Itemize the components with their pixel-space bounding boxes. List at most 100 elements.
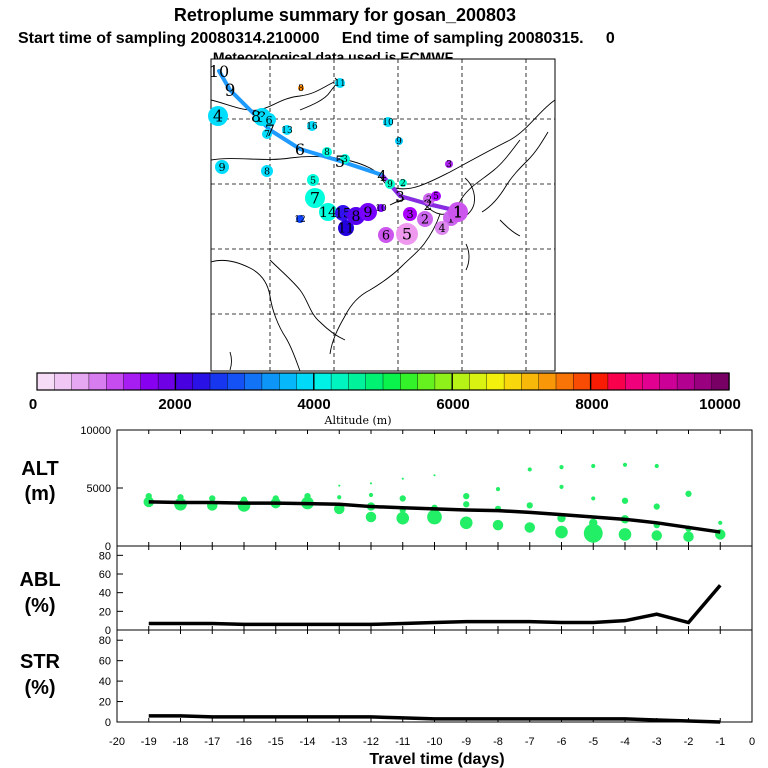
altitude-point: [337, 495, 342, 500]
plume-marker-label: 10: [375, 204, 387, 214]
y-tick-label: 80: [99, 550, 111, 562]
colorbar-segment: [192, 372, 211, 391]
colorbar-segment: [521, 372, 540, 391]
altitude-point: [653, 503, 660, 510]
plume-marker-label: 6: [382, 228, 390, 243]
colorbar-segment: [71, 372, 90, 391]
altitude-colorbar: 0 2000 4000 6000 8000 10000: [29, 372, 741, 413]
alt-panel: 0 5000 10000 ALT (m): [21, 425, 753, 553]
plume-marker-label: 5: [402, 225, 412, 244]
altitude-point: [583, 523, 603, 543]
altitude-point: [463, 492, 470, 500]
plume-marker: [298, 85, 304, 91]
colorbar-segment: [348, 372, 367, 391]
colorbar-segment: [538, 372, 557, 391]
colorbar-segment: [711, 372, 730, 391]
colorbar-segment: [642, 372, 661, 391]
colorbar-segment: [625, 372, 644, 391]
plume-marker: [319, 203, 337, 221]
colorbar-tick-label: 2000: [158, 396, 191, 413]
colorbar-segment: [417, 372, 436, 391]
colorbar-segment: [157, 372, 177, 391]
plume-marker-label: 7: [264, 130, 270, 140]
altitude-point: [492, 519, 504, 531]
altitude-point: [621, 497, 629, 504]
colorbar-segment: [555, 372, 574, 391]
panel-ylabel: ABL: [19, 569, 60, 591]
altitude-point: [651, 530, 662, 541]
altitude-point: [524, 522, 535, 533]
plume-marker: [399, 179, 407, 187]
altitude-point: [591, 496, 596, 501]
altitude-point: [396, 511, 410, 525]
plume-marker-label: 9: [396, 137, 402, 147]
y-tick-label: 20: [99, 697, 111, 709]
colorbar-segment: [469, 372, 488, 391]
map-gridlines: [211, 59, 555, 371]
plume-marker-label: 13: [281, 126, 293, 136]
altitude-point: [209, 495, 216, 502]
plume-marker: [431, 191, 441, 201]
plume-marker: [417, 211, 433, 227]
colorbar-segment: [400, 372, 419, 391]
trajectory-day-label: 5: [335, 152, 345, 171]
panel-ylabel-unit: (%): [24, 677, 55, 699]
colorbar-segment: [434, 372, 453, 391]
colorbar-segment: [105, 372, 125, 391]
colorbar-segment: [123, 372, 142, 391]
plume-marker-label: 7: [310, 189, 320, 208]
altitude-point: [145, 492, 152, 500]
altitude-point: [555, 525, 568, 539]
plume-marker: [445, 160, 453, 168]
colorbar-segment: [175, 372, 194, 391]
plume-marker-label: 8: [324, 148, 330, 158]
plume-marker: [307, 174, 319, 186]
x-tick-label: -12: [363, 736, 379, 748]
trajectory-day-label: 7: [265, 121, 275, 140]
altitude-point: [399, 495, 406, 502]
x-tick-label: -15: [268, 736, 284, 748]
plume-marker-label: 4: [213, 107, 223, 126]
altitude-point: [591, 463, 596, 469]
plume-marker-label: 14: [319, 205, 337, 221]
colorbar-segment: [296, 372, 315, 391]
x-tick-label: -4: [620, 736, 630, 748]
plume-marker-label: 11: [334, 79, 345, 89]
y-tick-label: 5000: [87, 483, 111, 495]
plume-marker-label: 3: [342, 155, 348, 165]
x-tick-label: -11: [395, 736, 410, 748]
plume-marker-label: 3: [446, 160, 452, 170]
altitude-point: [401, 477, 404, 480]
y-tick-label: 80: [99, 635, 111, 647]
travel-time-axis: -20 -19 -18 -17 -16 -15 -14 -13 -12 -11 -10 -9 -8 -7-…: [109, 736, 755, 768]
plume-marker-label: 5: [310, 175, 316, 186]
altitude-point: [177, 494, 184, 501]
colorbar-segment: [659, 372, 678, 391]
colorbar-frame: [36, 372, 730, 391]
colorbar-tick-label: 6000: [436, 396, 469, 413]
plume-marker: [307, 121, 317, 131]
trajectory-day-label: 4: [377, 167, 387, 185]
plume-marker-label: 16: [306, 122, 318, 132]
altitude-point: [304, 492, 311, 500]
altitude-point: [683, 531, 694, 542]
altitude-point: [463, 501, 470, 508]
colorbar-segment: [452, 372, 471, 391]
altitude-point: [527, 467, 532, 472]
plume-marker: [385, 179, 395, 189]
x-tick-label: -20: [109, 736, 125, 748]
trajectory-day-label: 6: [295, 140, 305, 159]
y-tick-label: 0: [105, 541, 111, 553]
mean-altitude-line: [148, 500, 721, 534]
y-tick-label: 10000: [80, 425, 111, 437]
abl-line: [148, 584, 722, 627]
colorbar-tick-label: 10000: [699, 396, 741, 413]
trajectory-day-label: 9: [225, 81, 236, 101]
plume-marker-label: 2: [400, 179, 406, 189]
x-tick-label: -2: [684, 736, 694, 748]
colorbar-tick-label: 8000: [575, 396, 608, 413]
plume-marker: [395, 137, 403, 145]
colorbar-segment: [261, 372, 280, 391]
figure-title: Retroplume summary for gosan_200803: [174, 5, 516, 25]
